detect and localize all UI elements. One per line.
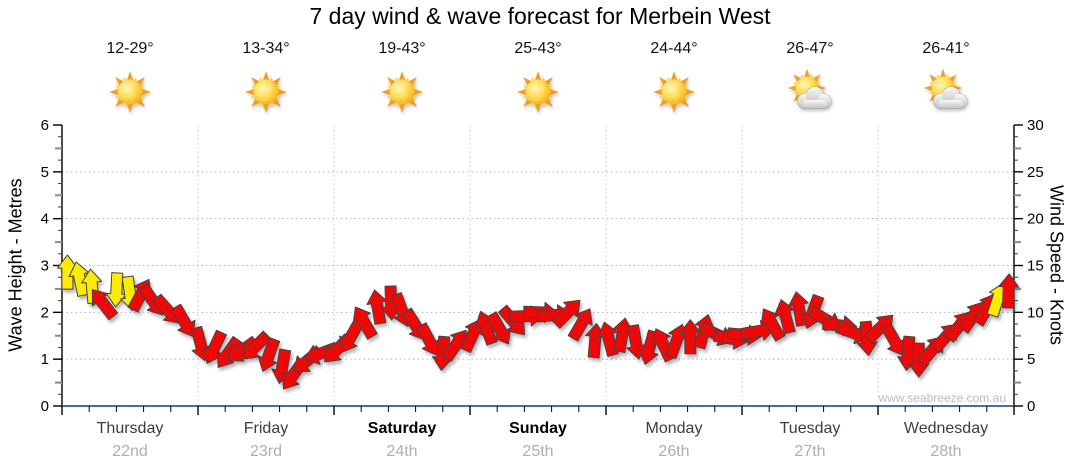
wind-arrow [998,273,1020,309]
day-name: Friday [243,420,289,437]
sunny-icon [245,71,287,113]
day-date: 25th [522,443,554,460]
day-name: Thursday [96,420,164,437]
y-axis-tick-label: 2 [41,304,49,321]
sun-shape [381,71,423,113]
sun-core [253,79,279,105]
page-title: 7 day wind & wave forecast for Merbein W… [309,3,771,29]
y-axis-tick-label: 1 [41,351,49,368]
sunny-icon [109,71,151,113]
y-axis-tick-label: 15 [1027,258,1044,275]
watermark: www.seabreeze.com.au [878,391,1006,405]
y-axis-tick-label: 30 [1027,117,1044,134]
sun-core [389,79,415,105]
y-axis-tick-label: 0 [1027,398,1035,415]
sun-shape [653,71,695,113]
partly-cloudy-icon [787,68,832,109]
temperature-range: 26-41° [922,40,970,57]
sun-shape [109,71,151,113]
sunny-icon [653,71,695,113]
temperature-range: 12-29° [106,40,154,57]
y-axis-tick-label: 5 [41,164,49,181]
left-axis-title: Wave Height - Metres [5,178,26,352]
day-name: Sunday [509,420,567,437]
sun-core [661,79,687,105]
wind-arrow [597,321,619,357]
sunny-icon [517,71,559,113]
y-axis-tick-label: 6 [41,117,49,134]
day-date: 24th [386,443,418,460]
temperature-range: 26-47° [786,40,834,57]
temperature-range: 24-44° [650,40,698,57]
temperature-range: 25-43° [514,40,562,57]
temperature-range: 19-43° [378,40,426,57]
y-axis-tick-label: 25 [1027,164,1044,181]
sunny-icon [381,71,423,113]
cloud-part [802,100,827,109]
cloud-shape [933,86,968,109]
day-date: 27th [794,443,826,460]
day-date: 23rd [249,443,283,460]
partly-cloudy-icon [923,68,968,109]
y-axis-tick-label: 20 [1027,211,1044,228]
day-name: Wednesday [903,420,989,437]
day-date: 22nd [112,443,148,460]
day-name: Tuesday [779,420,841,437]
day-name: Monday [645,420,703,437]
sun-shape [517,71,559,113]
sun-core [525,79,551,105]
wind-arrow [486,311,512,345]
day-name: Saturday [367,420,437,437]
y-axis-tick-label: 10 [1027,304,1044,321]
sun-core [117,79,143,105]
y-axis-tick-label: 4 [41,211,49,228]
wind-arrow-series [56,254,1020,390]
wind-arrow [170,303,196,337]
y-axis-tick-label: 0 [41,398,49,415]
sun-shape [245,71,287,113]
day-date: 26th [658,443,690,460]
wind-arrow [760,308,786,342]
cloud-shape [797,86,832,109]
y-axis-tick-label: 5 [1027,351,1035,368]
wind-arrow [257,337,281,372]
day-date: 28th [930,443,962,460]
wind-arrow [352,306,378,340]
cloud-part [938,100,963,109]
right-axis-title: Wind Speed - Knots [1046,184,1067,346]
temperature-range: 13-34° [242,40,290,57]
wind-arrow [567,308,593,342]
y-axis-tick-label: 3 [41,258,49,275]
